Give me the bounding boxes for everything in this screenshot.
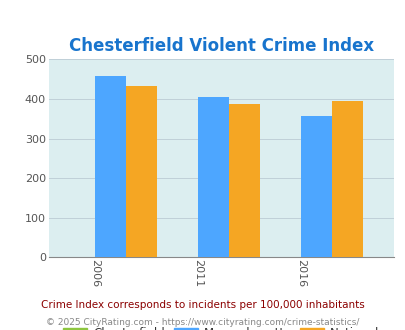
Legend: Chesterfield, Massachusetts, National: Chesterfield, Massachusetts, National — [58, 323, 383, 330]
Bar — [301, 116, 331, 257]
Bar — [228, 104, 259, 257]
Bar — [198, 97, 228, 257]
Bar — [331, 101, 362, 257]
Bar — [126, 86, 156, 257]
Title: Chesterfield Violent Crime Index: Chesterfield Violent Crime Index — [68, 37, 373, 55]
Text: © 2025 CityRating.com - https://www.cityrating.com/crime-statistics/: © 2025 CityRating.com - https://www.city… — [46, 318, 359, 327]
Bar — [95, 76, 126, 257]
Text: Crime Index corresponds to incidents per 100,000 inhabitants: Crime Index corresponds to incidents per… — [41, 300, 364, 310]
